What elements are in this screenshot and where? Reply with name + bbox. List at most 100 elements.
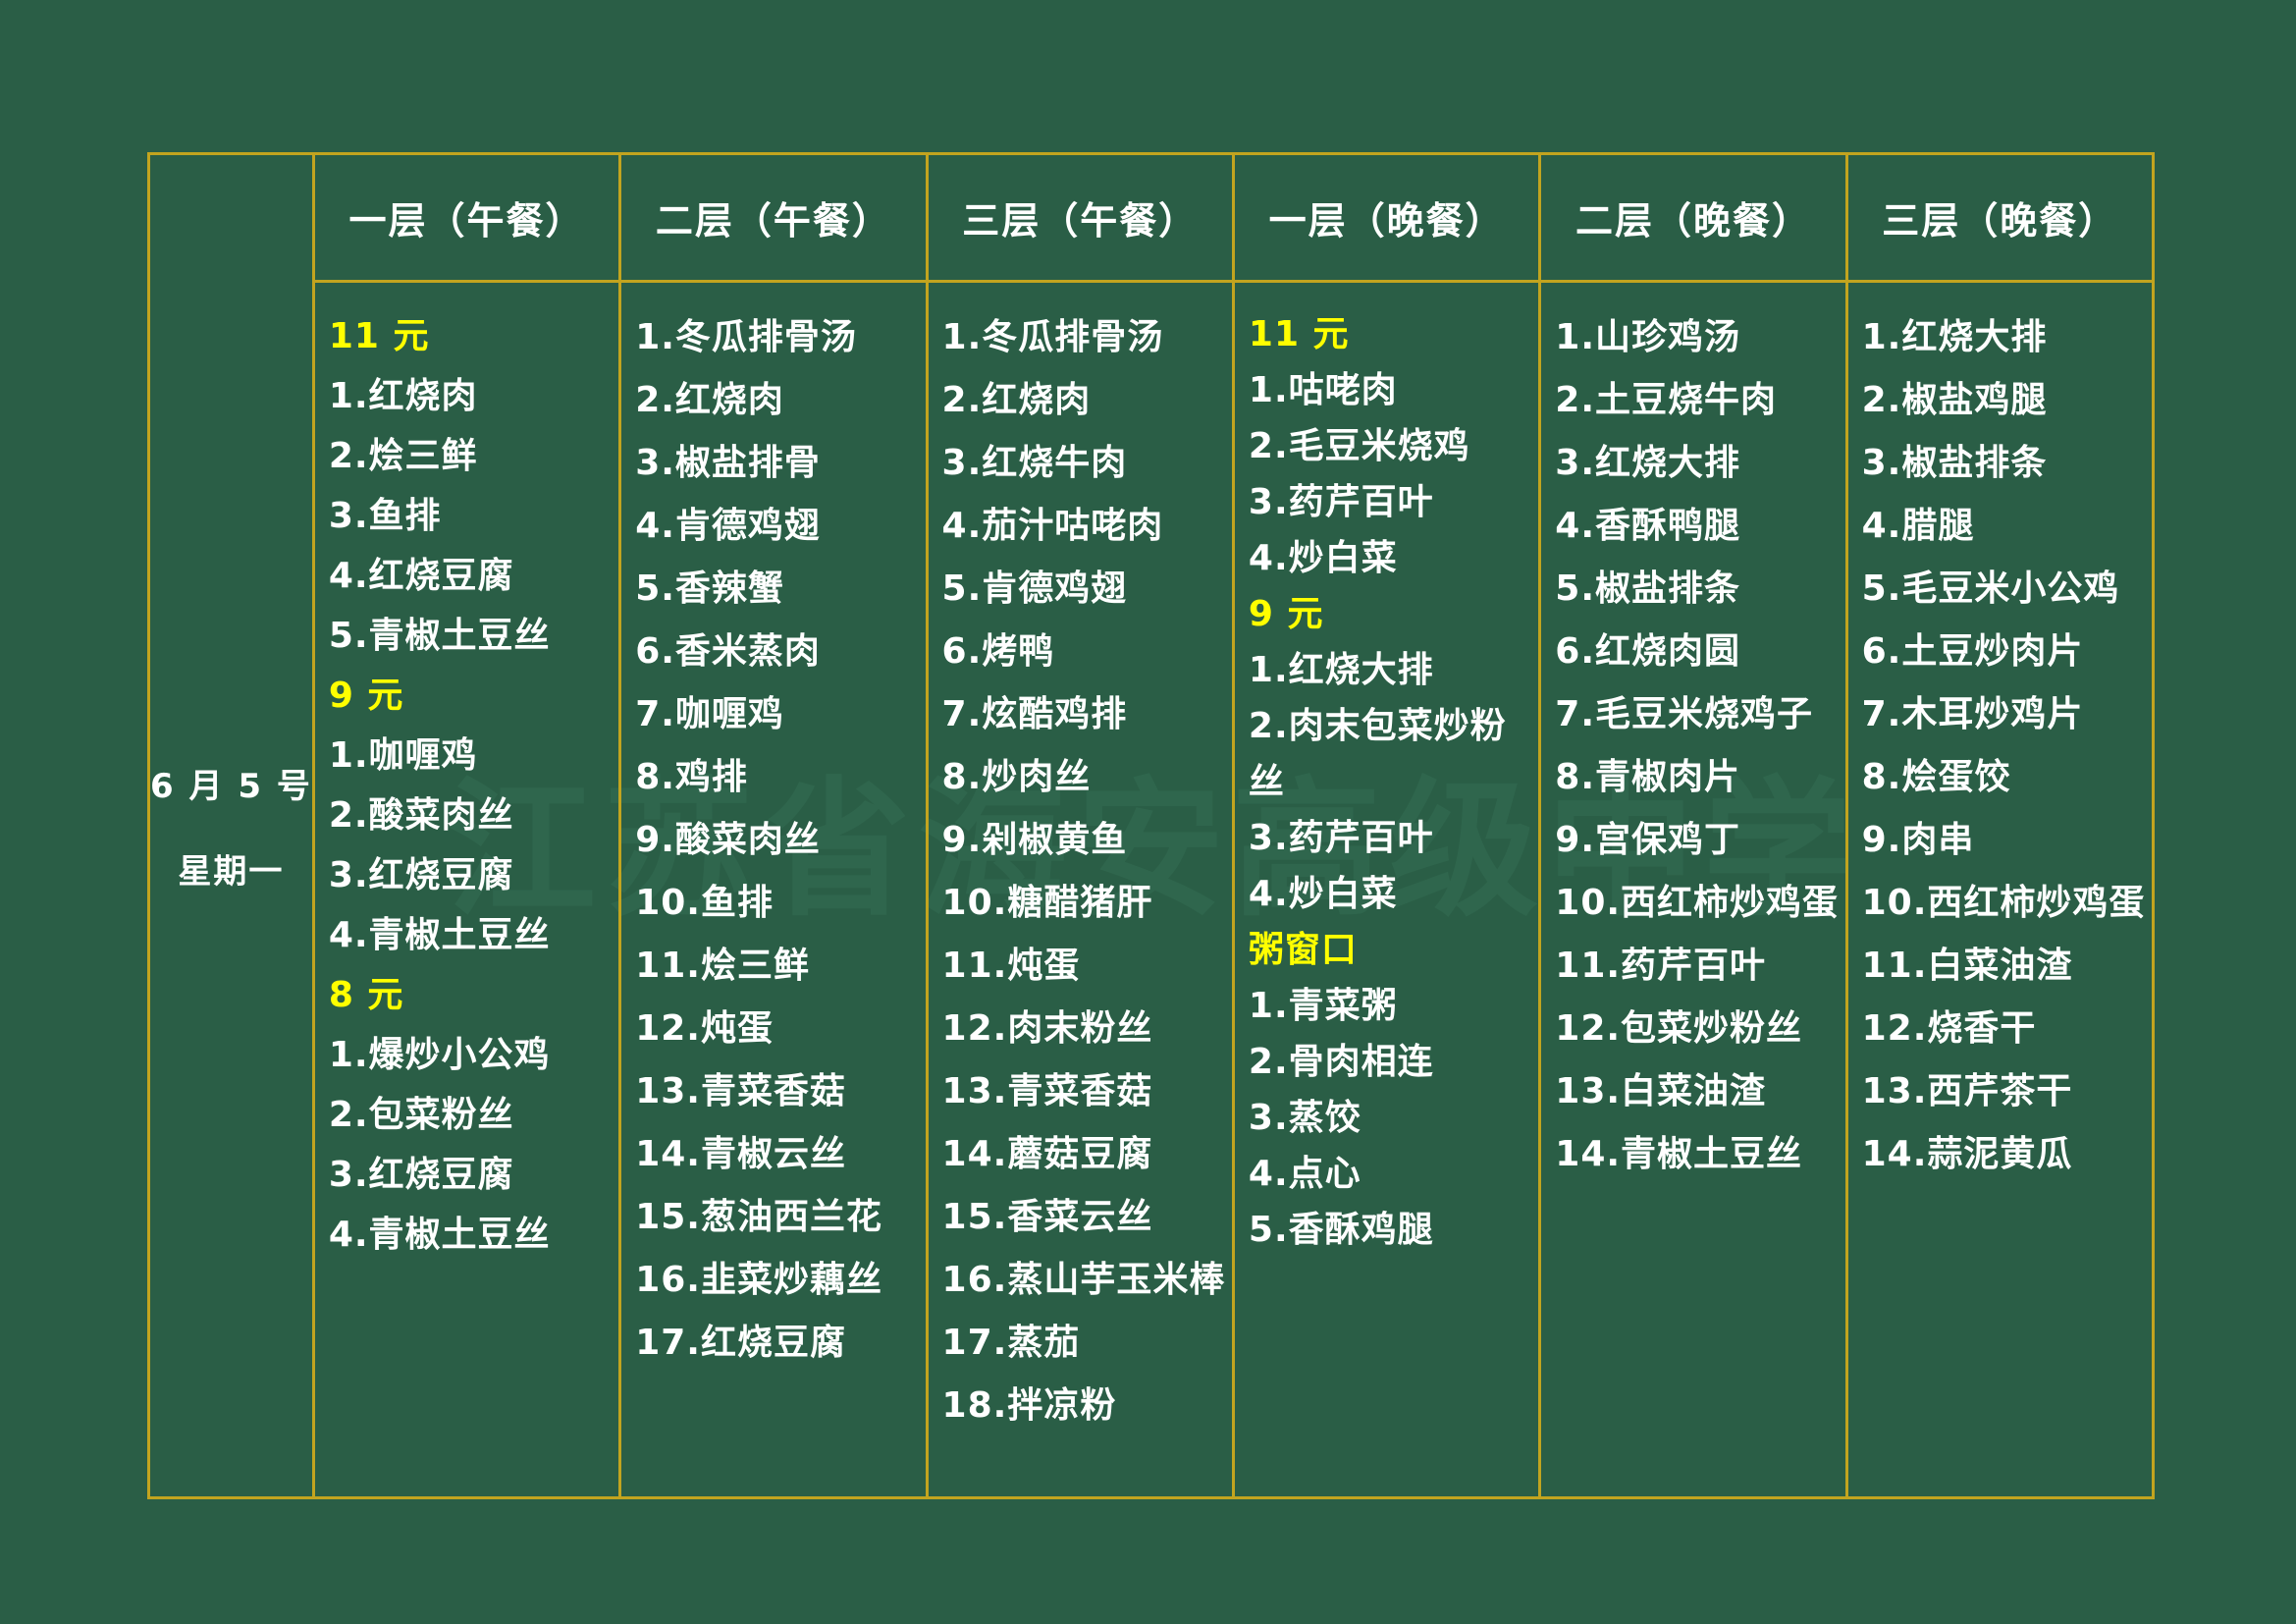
menu-item: 11.药芹百叶 (1555, 946, 1767, 986)
menu-item: 13.青菜香菇 (635, 1071, 846, 1111)
menu-item: 18.拌凉粉 (941, 1385, 1117, 1426)
menu-item: 8.鸡排 (635, 757, 748, 797)
menu-item: 14.青椒云丝 (635, 1134, 846, 1174)
menu-item: 3.红烧大排 (1555, 443, 1740, 483)
column-body: 1.山珍鸡汤 2.土豆烧牛肉 3.红烧大排 4.香酥鸭腿 5.椒盐排条 6.红烧肉圆 7.毛… (1541, 283, 1844, 1186)
menu-item: 12.包菜炒粉丝 (1555, 1008, 1803, 1049)
menu-item: 16.蒸山芋玉米棒 (941, 1260, 1226, 1300)
column-header: 一层（晚餐） (1234, 155, 1539, 283)
menu-item: 8.炒肉丝 (941, 757, 1092, 797)
menu-item: 4.红烧豆腐 (328, 556, 514, 596)
menu-item: 2.椒盐鸡腿 (1861, 380, 2048, 420)
menu-item: 1.爆炒小公鸡 (328, 1035, 551, 1075)
menu-item: 2.烩三鲜 (328, 436, 478, 476)
menu-item: 1.咕咾肉 (1248, 370, 1398, 410)
column-body: 1.冬瓜排骨汤 2.红烧肉 3.椒盐排骨 4.肯德鸡翅 5.香辣蟹 6.香米蒸肉 7.咖喱鸡… (621, 283, 925, 1375)
menu-item: 7.木耳炒鸡片 (1861, 694, 2084, 734)
menu-item: 4.茄汁咕咾肉 (941, 506, 1164, 546)
menu-item: 2.红烧肉 (941, 380, 1092, 420)
date-label: 6 月 5 号 (150, 767, 312, 806)
price-label: 9 元 (328, 676, 404, 716)
menu-item: 7.炫酷鸡排 (941, 694, 1128, 734)
menu-item: 12.炖蛋 (635, 1008, 774, 1049)
menu-item: 3.红烧牛肉 (941, 443, 1128, 483)
menu-item: 17.红烧豆腐 (635, 1323, 846, 1363)
price-label: 11 元 (328, 316, 430, 356)
menu-item: 11.白菜油渣 (1861, 946, 2073, 986)
menu-columns: 一层（午餐） 11 元 1.红烧肉 2.烩三鲜 3.鱼排 4.红烧豆腐 5.青椒土豆丝 9 元… (314, 155, 2152, 1496)
menu-item: 12.肉末粉丝 (941, 1008, 1153, 1049)
menu-item: 2.肉末包菜炒粉丝 (1248, 706, 1507, 802)
menu-item: 11.炖蛋 (941, 946, 1081, 986)
menu-item: 15.葱油西兰花 (635, 1197, 882, 1237)
menu-item: 2.毛豆米烧鸡 (1248, 426, 1470, 466)
date-cell: 6 月 5 号 星期一 (150, 155, 315, 1496)
menu-item: 4.青椒土豆丝 (328, 915, 551, 955)
menu-item: 2.酸菜肉丝 (328, 795, 514, 836)
menu-item: 1.冬瓜排骨汤 (635, 317, 857, 357)
menu-item: 4.炒白菜 (1248, 538, 1398, 578)
menu-item: 8.烩蛋饺 (1861, 757, 2011, 797)
column-body: 1.冬瓜排骨汤 2.红烧肉 3.红烧牛肉 4.茄汁咕咾肉 5.肯德鸡翅 6.烤鸭 7.炫酷鸡… (929, 283, 1232, 1437)
menu-item: 4.腊腿 (1861, 506, 1975, 546)
price-label: 8 元 (328, 975, 404, 1015)
column-body: 1.红烧大排 2.椒盐鸡腿 3.椒盐排条 4.腊腿 5.毛豆米小公鸡 6.土豆炒肉片 7.木… (1848, 283, 2152, 1186)
menu-column-2: 二层（午餐） 1.冬瓜排骨汤 2.红烧肉 3.椒盐排骨 4.肯德鸡翅 5.香辣蟹 6.香米蒸… (621, 155, 929, 1496)
menu-item: 2.骨肉相连 (1248, 1042, 1434, 1082)
menu-column-1: 一层（午餐） 11 元 1.红烧肉 2.烩三鲜 3.鱼排 4.红烧豆腐 5.青椒土豆丝 9 元… (314, 155, 622, 1496)
menu-item: 4.点心 (1248, 1154, 1362, 1194)
menu-item: 10.西红柿炒鸡蛋 (1861, 883, 2146, 923)
menu-item: 1.冬瓜排骨汤 (941, 317, 1164, 357)
menu-column-4: 一层（晚餐） 11 元 1.咕咾肉 2.毛豆米烧鸡 3.药芹百叶 4.炒白菜 9 元 1.红烧… (1234, 155, 1542, 1496)
menu-item: 1.咖喱鸡 (328, 735, 478, 776)
price-label: 粥窗口 (1248, 930, 1358, 970)
menu-item: 13.白菜油渣 (1555, 1071, 1767, 1111)
column-body: 11 元 1.红烧肉 2.烩三鲜 3.鱼排 4.红烧豆腐 5.青椒土豆丝 9 元 1.咖喱鸡 2… (315, 283, 618, 1265)
menu-item: 2.包菜粉丝 (328, 1095, 514, 1135)
menu-item: 6.烤鸭 (941, 631, 1055, 672)
menu-column-5: 二层（晚餐） 1.山珍鸡汤 2.土豆烧牛肉 3.红烧大排 4.香酥鸭腿 5.椒盐排条 6.红… (1541, 155, 1848, 1496)
menu-item: 15.香菜云丝 (941, 1197, 1153, 1237)
menu-item: 3.鱼排 (328, 496, 442, 536)
menu-item: 10.糖醋猪肝 (941, 883, 1153, 923)
menu-item: 4.炒白菜 (1248, 874, 1398, 914)
menu-item: 3.红烧豆腐 (328, 1155, 514, 1195)
price-label: 11 元 (1248, 314, 1350, 354)
menu-item: 10.鱼排 (635, 883, 774, 923)
column-header: 三层（午餐） (928, 155, 1232, 283)
menu-item: 5.香辣蟹 (635, 568, 784, 609)
menu-item: 3.药芹百叶 (1248, 818, 1434, 858)
menu-item: 8.青椒肉片 (1555, 757, 1740, 797)
column-header: 三层（晚餐） (1847, 155, 2152, 283)
menu-item: 13.西芹茶干 (1861, 1071, 2073, 1111)
menu-item: 6.土豆炒肉片 (1861, 631, 2084, 672)
menu-item: 1.红烧肉 (328, 376, 478, 416)
menu-item: 16.韭菜炒藕丝 (635, 1260, 882, 1300)
menu-item: 5.椒盐排条 (1555, 568, 1740, 609)
menu-item: 2.土豆烧牛肉 (1555, 380, 1777, 420)
menu-item: 2.红烧肉 (635, 380, 784, 420)
menu-column-3: 三层（午餐） 1.冬瓜排骨汤 2.红烧肉 3.红烧牛肉 4.茄汁咕咾肉 5.肯德鸡翅 6.烤… (928, 155, 1235, 1496)
menu-item: 1.红烧大排 (1248, 650, 1434, 690)
menu-item: 1.青菜粥 (1248, 986, 1398, 1026)
menu-item: 7.毛豆米烧鸡子 (1555, 694, 1813, 734)
menu-item: 14.蘑菇豆腐 (941, 1134, 1153, 1174)
menu-item: 9.肉串 (1861, 820, 1975, 860)
menu-item: 5.肯德鸡翅 (941, 568, 1128, 609)
menu-item: 4.香酥鸭腿 (1555, 506, 1740, 546)
menu-item: 5.毛豆米小公鸡 (1861, 568, 2120, 609)
weekday-label: 星期一 (178, 852, 285, 892)
menu-item: 4.青椒土豆丝 (328, 1215, 551, 1255)
menu-item: 14.青椒土豆丝 (1555, 1134, 1803, 1174)
menu-item: 1.红烧大排 (1861, 317, 2048, 357)
menu-item: 3.椒盐排条 (1861, 443, 2048, 483)
column-header: 一层（午餐） (314, 155, 619, 283)
menu-item: 17.蒸茄 (941, 1323, 1081, 1363)
menu-item: 1.山珍鸡汤 (1555, 317, 1740, 357)
menu-item: 3.红烧豆腐 (328, 855, 514, 895)
menu-item: 9.剁椒黄鱼 (941, 820, 1128, 860)
menu-item: 10.西红柿炒鸡蛋 (1555, 883, 1840, 923)
price-label: 9 元 (1248, 594, 1324, 634)
menu-item: 7.咖喱鸡 (635, 694, 784, 734)
menu-item: 5.香酥鸡腿 (1248, 1210, 1434, 1250)
